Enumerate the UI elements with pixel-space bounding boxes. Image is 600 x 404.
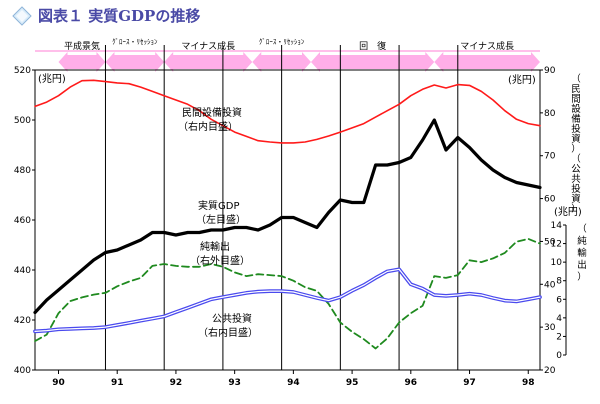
y-right-inner-tick-3: 6 xyxy=(556,295,562,305)
annotation-gdp-axis: （左目盛） xyxy=(196,213,246,226)
svg-text:）: ） xyxy=(577,271,587,283)
y-left-tick-5: 500 xyxy=(14,116,31,126)
annotation-public: 公共投資 （右内目盛） xyxy=(198,312,258,339)
y-right-inner-tick-4: 8 xyxy=(556,277,562,287)
axis-right-outer: 20 30 40 50 60 70 80 90 xyxy=(540,66,556,376)
right-axis-vertical-label: （民間設備投資）（公共投資） xyxy=(571,73,581,215)
svg-text:投: 投 xyxy=(571,183,581,195)
annotation-netexports-title: 純輸出 xyxy=(200,240,230,253)
svg-text:出: 出 xyxy=(577,259,587,271)
phase-label-0: 平成景気 xyxy=(64,40,100,52)
y-right-inner-tick-6: 12 xyxy=(551,240,562,250)
y-right-inner-tick-2: 4 xyxy=(556,314,562,324)
annotation-public-axis: （右内目盛） xyxy=(198,326,258,339)
axis-x: 90 91 92 93 94 95 96 97 98 xyxy=(52,370,535,388)
annotation-gdp-title: 実質GDP xyxy=(198,199,239,212)
phase-band: 平成景気 ｸﾞﾛｰｽ・ﾘｾｯｼｮﾝ マイナス成長 ｸﾞﾛｰｽ・ﾘｾｯｼｮﾝ 回 復 マイナ… xyxy=(35,38,540,72)
series-group xyxy=(33,79,542,350)
annotation-public-title: 公共投資 xyxy=(212,312,252,325)
annotation-capex-title: 民間設備投資 xyxy=(182,106,242,119)
x-tick-label-8: 98 xyxy=(522,378,535,388)
svg-text:備: 備 xyxy=(571,113,581,125)
x-tick-label-0: 90 xyxy=(52,378,65,388)
axis-left: 400 420 440 460 480 500 520 xyxy=(14,66,35,376)
y-left-tick-3: 460 xyxy=(14,216,31,226)
annotation-gdp: 実質GDP （左目盛） xyxy=(196,199,246,226)
svg-text:資: 資 xyxy=(571,133,581,145)
annotation-capex-axis: （右内目盛） xyxy=(178,120,238,133)
svg-text:民: 民 xyxy=(571,84,581,95)
svg-text:純: 純 xyxy=(577,235,587,247)
y-right-inner-tick-1: 2 xyxy=(556,332,562,342)
y-right-inner-tick-0: 0 xyxy=(556,351,562,361)
y-left-tick-0: 400 xyxy=(14,366,31,376)
phase-label-5: マイナス成長 xyxy=(460,40,514,52)
series-capex-line xyxy=(34,79,541,144)
x-tick-label-3: 93 xyxy=(228,378,241,388)
y-right-outer-tick-5: 70 xyxy=(544,152,556,162)
annotation-netexports-axis: （右外目盛） xyxy=(190,254,250,267)
x-tick-label-5: 95 xyxy=(346,378,359,388)
annotation-capex: 民間設備投資 （右内目盛） xyxy=(178,106,242,133)
series-public-line xyxy=(34,268,541,332)
netexport-axis-vertical-label: （純輸出） xyxy=(577,223,587,283)
x-tick-label-2: 92 xyxy=(170,378,183,388)
y-right-outer-tick-4: 60 xyxy=(544,195,556,205)
phase-arrow-0 xyxy=(58,52,106,72)
annotation-netexports: 純輸出 （右外目盛） xyxy=(190,240,250,267)
y-right-outer-tick-0: 20 xyxy=(544,366,556,376)
series-public-outline xyxy=(33,267,542,334)
y-left-tick-4: 480 xyxy=(14,166,31,176)
svg-text:）: ） xyxy=(571,203,581,215)
x-tick-label-1: 91 xyxy=(111,378,124,388)
phase-label-4: 回 復 xyxy=(359,40,386,52)
diamond-icon xyxy=(12,6,32,26)
svg-text:（: （ xyxy=(577,223,587,235)
svg-text:共: 共 xyxy=(571,174,581,185)
left-unit: (兆円) xyxy=(38,73,66,85)
svg-text:（: （ xyxy=(571,73,581,85)
chart-title: 図表１ 実質GDPの推移 xyxy=(38,7,200,25)
y-right-inner-tick-7: 14 xyxy=(551,221,563,231)
y-right-inner-tick-5: 10 xyxy=(551,258,563,268)
svg-text:投: 投 xyxy=(571,123,581,135)
y-right-outer-tick-3: 50 xyxy=(544,237,556,247)
y-right-outer-tick-6: 80 xyxy=(544,109,556,119)
y-right-outer-tick-1: 30 xyxy=(544,323,556,333)
phase-arrow-5 xyxy=(434,52,540,72)
phase-arrow-2 xyxy=(164,52,253,72)
right-outer-unit: (兆円) xyxy=(508,74,536,86)
svg-text:公: 公 xyxy=(571,164,581,175)
phase-label-2: マイナス成長 xyxy=(181,40,235,52)
x-tick-label-7: 97 xyxy=(463,378,476,388)
axis-right-inner: 0 2 4 6 8 10 12 14 xyxy=(551,221,567,361)
phase-arrow-1 xyxy=(105,52,165,72)
phase-label-3: ｸﾞﾛｰｽ・ﾘｾｯｼｮﾝ xyxy=(259,38,305,46)
svg-text:設: 設 xyxy=(571,103,581,115)
series-netexports-line xyxy=(34,238,541,350)
x-tick-label-6: 96 xyxy=(405,378,418,388)
title-block: 図表１ 実質GDPの推移 xyxy=(12,6,200,26)
x-tick-label-4: 94 xyxy=(287,378,300,388)
svg-text:輸: 輸 xyxy=(577,247,587,259)
svg-text:）: ） xyxy=(571,143,581,155)
y-left-tick-1: 420 xyxy=(14,316,31,326)
svg-text:間: 間 xyxy=(571,94,581,105)
phase-label-1: ｸﾞﾛｰｽ・ﾘｾｯｼｮﾝ xyxy=(112,38,158,46)
y-right-outer-tick-2: 40 xyxy=(544,280,556,290)
phase-arrow-4 xyxy=(310,52,435,72)
right-inner-unit: (兆円) xyxy=(554,206,582,218)
svg-text:（: （ xyxy=(571,153,581,165)
y-left-tick-6: 520 xyxy=(14,66,31,76)
svg-text:資: 資 xyxy=(571,193,581,205)
series-gdp-line xyxy=(33,118,542,315)
y-left-tick-2: 440 xyxy=(14,266,31,276)
y-right-outer-tick-7: 90 xyxy=(544,66,556,76)
